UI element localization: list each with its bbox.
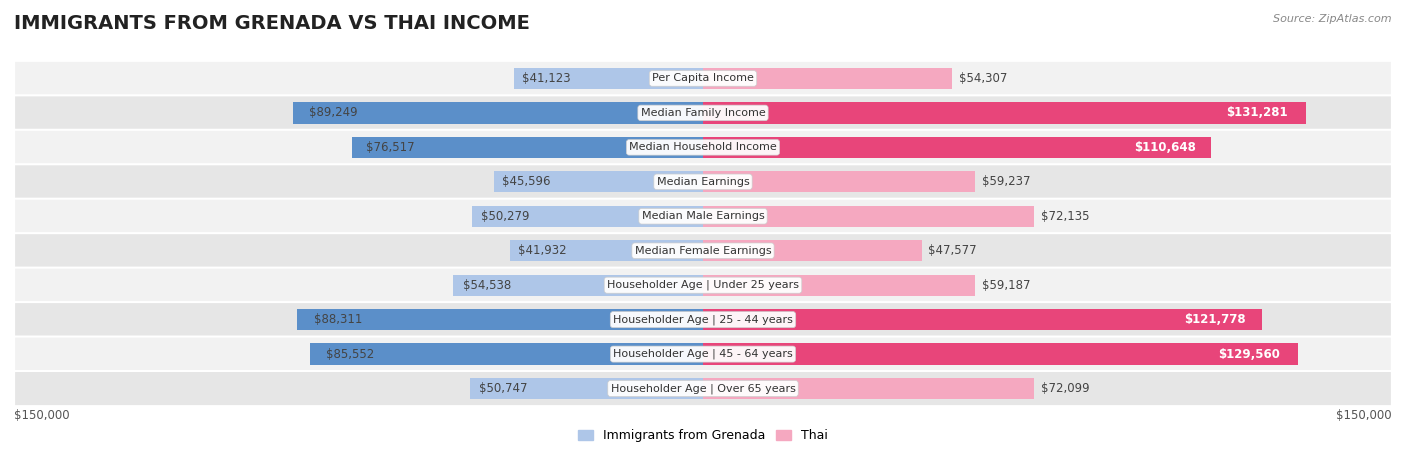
FancyBboxPatch shape [14, 268, 1392, 303]
Text: $88,311: $88,311 [314, 313, 361, 326]
Text: Householder Age | Under 25 years: Householder Age | Under 25 years [607, 280, 799, 290]
Text: $41,123: $41,123 [522, 72, 571, 85]
Text: $41,932: $41,932 [519, 244, 567, 257]
FancyBboxPatch shape [14, 371, 1392, 406]
Bar [311, 343, 703, 365]
FancyBboxPatch shape [14, 95, 1392, 130]
Bar [494, 171, 703, 192]
Bar [703, 171, 976, 192]
Bar [472, 205, 703, 227]
Text: Source: ZipAtlas.com: Source: ZipAtlas.com [1274, 14, 1392, 24]
Bar [703, 275, 974, 296]
FancyBboxPatch shape [14, 198, 1392, 234]
Text: $85,552: $85,552 [326, 347, 374, 361]
Text: Householder Age | 25 - 44 years: Householder Age | 25 - 44 years [613, 314, 793, 325]
Text: $89,249: $89,249 [309, 106, 359, 120]
Bar [703, 205, 1035, 227]
Text: Median Household Income: Median Household Income [628, 142, 778, 152]
Text: $47,577: $47,577 [928, 244, 977, 257]
Text: $72,135: $72,135 [1042, 210, 1090, 223]
Text: $45,596: $45,596 [502, 175, 551, 188]
Text: $50,279: $50,279 [481, 210, 530, 223]
FancyBboxPatch shape [14, 302, 1392, 337]
Text: $110,648: $110,648 [1135, 141, 1197, 154]
Text: $150,000: $150,000 [1336, 409, 1392, 422]
Text: $59,237: $59,237 [981, 175, 1031, 188]
Text: $129,560: $129,560 [1219, 347, 1281, 361]
Bar [515, 68, 703, 89]
Text: $121,778: $121,778 [1184, 313, 1246, 326]
Text: $76,517: $76,517 [366, 141, 415, 154]
Bar [510, 240, 703, 262]
Bar [292, 102, 703, 124]
Bar [470, 378, 703, 399]
Bar [703, 378, 1035, 399]
Text: Median Earnings: Median Earnings [657, 177, 749, 187]
FancyBboxPatch shape [14, 337, 1392, 372]
FancyBboxPatch shape [14, 233, 1392, 269]
Text: Householder Age | 45 - 64 years: Householder Age | 45 - 64 years [613, 349, 793, 359]
Bar [703, 102, 1306, 124]
Bar [703, 68, 952, 89]
Bar [453, 275, 703, 296]
Text: $59,187: $59,187 [981, 279, 1031, 292]
Text: $54,307: $54,307 [959, 72, 1008, 85]
Text: $72,099: $72,099 [1040, 382, 1090, 395]
Bar [703, 137, 1211, 158]
Bar [703, 309, 1263, 330]
Text: $54,538: $54,538 [463, 279, 510, 292]
Text: IMMIGRANTS FROM GRENADA VS THAI INCOME: IMMIGRANTS FROM GRENADA VS THAI INCOME [14, 14, 530, 33]
Text: Median Female Earnings: Median Female Earnings [634, 246, 772, 256]
FancyBboxPatch shape [14, 164, 1392, 199]
Text: Per Capita Income: Per Capita Income [652, 73, 754, 84]
Text: $150,000: $150,000 [14, 409, 70, 422]
Text: Median Family Income: Median Family Income [641, 108, 765, 118]
Bar [703, 343, 1298, 365]
Legend: Immigrants from Grenada, Thai: Immigrants from Grenada, Thai [574, 425, 832, 447]
Bar [703, 240, 921, 262]
Bar [298, 309, 703, 330]
Text: $50,747: $50,747 [479, 382, 527, 395]
FancyBboxPatch shape [14, 61, 1392, 96]
Text: Householder Age | Over 65 years: Householder Age | Over 65 years [610, 383, 796, 394]
FancyBboxPatch shape [14, 130, 1392, 165]
Text: $131,281: $131,281 [1226, 106, 1288, 120]
Text: Median Male Earnings: Median Male Earnings [641, 211, 765, 221]
Bar [352, 137, 703, 158]
